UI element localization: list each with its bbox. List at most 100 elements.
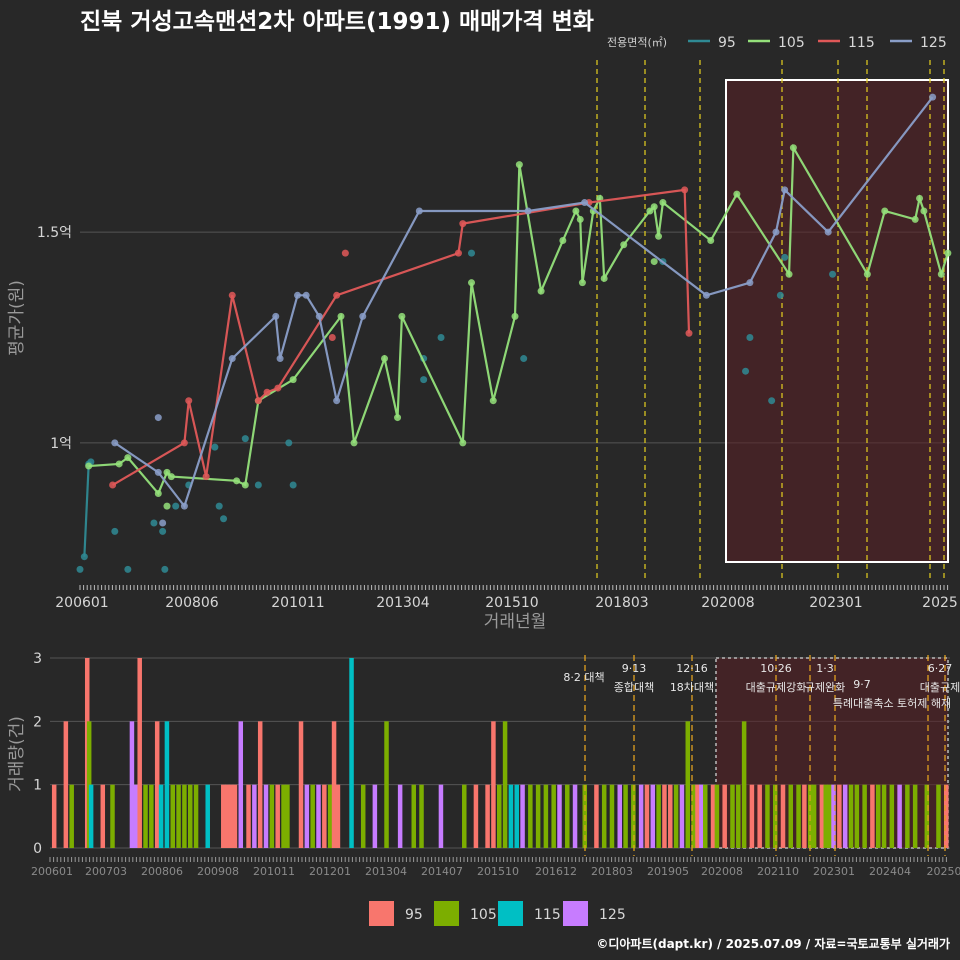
bar-115 <box>205 784 210 848</box>
bar-125 <box>638 784 644 848</box>
data-point-95 <box>468 249 475 257</box>
data-point-115 <box>454 249 462 257</box>
legend-swatch-95 <box>369 901 394 926</box>
bar-105 <box>924 784 930 848</box>
x-tick-label: 200703 <box>85 865 127 878</box>
bar-105 <box>936 784 941 848</box>
bar-95 <box>944 784 949 848</box>
bar-115 <box>164 721 170 848</box>
x-tick-label: 20250 <box>927 865 960 878</box>
bar-115 <box>508 784 514 848</box>
policy-label-date: 12·16 <box>676 662 708 675</box>
volume-panel: 0 1 2 3 8·2 대책 9·13 종합대책 12·16 18차대책 10·26 대출규제강화 1… <box>7 651 960 878</box>
x-tick-label: 201407 <box>421 865 463 878</box>
data-point-125 <box>154 414 162 422</box>
x-tick-label: 201803 <box>595 595 648 611</box>
bar-95 <box>154 721 160 848</box>
bar-95 <box>485 784 490 848</box>
data-point-105 <box>650 258 658 266</box>
legend-label-115: 115 <box>534 907 561 923</box>
data-point-105 <box>620 241 628 249</box>
bar-95 <box>257 721 263 848</box>
policy-label-name: 대출규제 <box>920 681 960 694</box>
bar-125 <box>842 784 848 848</box>
data-point-105 <box>381 355 388 363</box>
policy-label-date: 6·27 <box>928 662 953 675</box>
bar-95 <box>246 784 251 848</box>
bar-105 <box>462 784 467 848</box>
data-point-95 <box>285 439 293 447</box>
data-point-105 <box>167 473 175 481</box>
legend-swatch-115 <box>498 901 523 926</box>
bar-105 <box>86 721 92 848</box>
bar-125 <box>438 784 444 848</box>
bar-105 <box>741 721 747 848</box>
data-point-125 <box>415 207 423 215</box>
data-point-115 <box>459 220 467 228</box>
data-point-95 <box>220 515 228 523</box>
x-tick-label: 200806 <box>165 595 219 611</box>
x-tick-label: 200601 <box>55 595 108 611</box>
policy-label-name: 종합대책 <box>614 681 654 694</box>
bar-95 <box>819 784 825 848</box>
bar-105 <box>419 784 424 848</box>
data-point-115 <box>341 249 349 257</box>
data-point-105 <box>646 207 654 215</box>
bar-105 <box>889 784 895 848</box>
data-point-105 <box>459 439 467 447</box>
bar-105 <box>528 784 533 848</box>
bar-95 <box>100 784 106 848</box>
data-point-115 <box>185 397 193 405</box>
bar-105 <box>543 784 549 848</box>
data-point-95 <box>124 565 132 573</box>
data-point-115 <box>180 439 188 447</box>
data-point-105 <box>944 249 952 257</box>
bar-95 <box>331 721 337 848</box>
y-tick-label: 1.5억 <box>37 225 72 241</box>
data-point-125 <box>524 207 532 215</box>
policy-label-date: 8·2 대책 <box>563 671 604 684</box>
data-point-105 <box>733 190 741 198</box>
bar-115 <box>158 784 164 848</box>
data-point-105 <box>511 312 519 320</box>
bar-125 <box>650 784 656 848</box>
data-point-95 <box>150 519 158 527</box>
data-point-95 <box>776 291 784 299</box>
credit-text: ©디아파트(dapt.kr) / 2025.07.09 / 자료=국토교통부 실… <box>596 936 950 951</box>
area-legend: 전용면적(㎡) 95 105 115 125 <box>607 35 947 51</box>
bar-105 <box>772 784 778 848</box>
series-line-105 <box>88 143 949 496</box>
data-point-95 <box>781 253 789 261</box>
x-tick-label: 200806 <box>141 865 183 878</box>
bar-125 <box>372 784 378 848</box>
data-point-95 <box>420 376 428 384</box>
x-tick-label: 201510 <box>477 865 519 878</box>
bar-95 <box>63 721 69 848</box>
legend-title: 전용면적(㎡) <box>607 36 667 49</box>
x-tick-label: 202008 <box>701 595 754 611</box>
data-point-125 <box>929 93 937 101</box>
data-point-105 <box>559 237 567 245</box>
data-point-105 <box>289 376 297 384</box>
data-point-105 <box>707 237 715 245</box>
bar-105 <box>905 784 910 848</box>
bar-105 <box>862 784 867 848</box>
x-tick-label: 202301 <box>813 865 855 878</box>
data-point-105 <box>916 194 924 202</box>
y-tick-label: 1억 <box>50 436 72 452</box>
series-line-125 <box>114 96 934 509</box>
data-point-115 <box>328 333 336 341</box>
policy-label-name: 18차대책 <box>670 681 714 694</box>
data-point-105 <box>578 279 586 287</box>
data-point-105 <box>920 207 928 215</box>
bar-105 <box>269 784 275 848</box>
bar-105 <box>730 784 735 848</box>
data-point-95 <box>829 270 837 278</box>
data-point-105 <box>115 460 123 468</box>
data-point-95 <box>159 527 167 535</box>
data-point-95 <box>172 502 180 510</box>
data-point-115 <box>228 291 236 299</box>
bar-95 <box>870 784 875 848</box>
data-point-105 <box>394 414 402 422</box>
